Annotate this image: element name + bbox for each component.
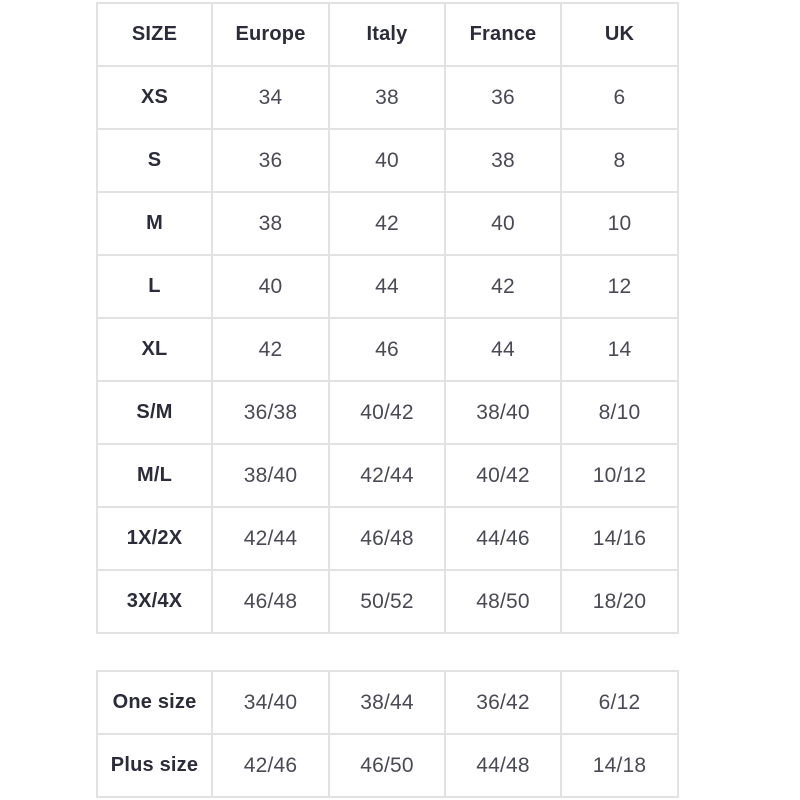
size-value-cell: 42 [211,317,330,382]
size-value-cell: 38 [211,191,330,256]
size-value-cell: 38/40 [444,380,562,445]
size-value-cell: 38 [444,128,562,193]
size-value-cell: 46 [328,317,446,382]
size-conversion-table: SIZE Europe Italy France UK XS 34 38 36 6 S 36 40 38… [96,2,679,634]
table-row: 1X/2X 42/44 46/48 44/46 14/16 [96,506,679,571]
table-row: One size 34/40 38/44 36/42 6/12 [96,670,679,735]
table-row: M/L 38/40 42/44 40/42 10/12 [96,443,679,508]
table-row: XS 34 38 36 6 [96,65,679,130]
size-value-cell: 38 [328,65,446,130]
size-value-cell: 46/50 [328,733,446,798]
size-value-cell: 6 [560,65,679,130]
size-label-cell: M/L [96,443,213,508]
size-value-cell: 42 [328,191,446,256]
size-label-cell: 1X/2X [96,506,213,571]
size-label-cell: Plus size [96,733,213,798]
size-value-cell: 10 [560,191,679,256]
size-label-cell: L [96,254,213,319]
header-cell-size: SIZE [96,2,213,67]
size-value-cell: 36/38 [211,380,330,445]
table-row: 3X/4X 46/48 50/52 48/50 18/20 [96,569,679,634]
size-value-cell: 44 [444,317,562,382]
size-label-cell: 3X/4X [96,569,213,634]
size-value-cell: 36 [211,128,330,193]
size-value-cell: 8/10 [560,380,679,445]
size-value-cell: 18/20 [560,569,679,634]
size-label-cell: One size [96,670,213,735]
size-value-cell: 38/40 [211,443,330,508]
size-value-cell: 46/48 [211,569,330,634]
size-value-cell: 12 [560,254,679,319]
table-row: L 40 44 42 12 [96,254,679,319]
size-value-cell: 34 [211,65,330,130]
header-cell-italy: Italy [328,2,446,67]
size-value-cell: 40 [444,191,562,256]
size-value-cell: 6/12 [560,670,679,735]
size-label-cell: XL [96,317,213,382]
size-value-cell: 40 [211,254,330,319]
size-value-cell: 46/48 [328,506,446,571]
size-label-cell: XS [96,65,213,130]
size-label-cell: M [96,191,213,256]
size-value-cell: 44/48 [444,733,562,798]
header-cell-uk: UK [560,2,679,67]
table-row: Plus size 42/46 46/50 44/48 14/18 [96,733,679,798]
size-value-cell: 14/18 [560,733,679,798]
size-value-cell: 14 [560,317,679,382]
size-value-cell: 42/46 [211,733,330,798]
table-row: XL 42 46 44 14 [96,317,679,382]
header-cell-europe: Europe [211,2,330,67]
size-value-cell: 40/42 [444,443,562,508]
special-size-rows: One size 34/40 38/44 36/42 6/12 Plus size 42/4… [96,670,679,798]
size-value-cell: 44/46 [444,506,562,571]
size-value-cell: 42/44 [328,443,446,508]
size-rows: XS 34 38 36 6 S 36 40 38 8 M 38 42 40 10 L 40 44 42 12 XL 42 4… [96,65,679,634]
header-row: SIZE Europe Italy France UK [96,2,679,67]
special-sizes-table: One size 34/40 38/44 36/42 6/12 Plus size 42/4… [96,670,679,798]
size-value-cell: 8 [560,128,679,193]
size-value-cell: 42 [444,254,562,319]
size-value-cell: 48/50 [444,569,562,634]
size-label-cell: S [96,128,213,193]
size-value-cell: 14/16 [560,506,679,571]
size-value-cell: 40 [328,128,446,193]
size-value-cell: 34/40 [211,670,330,735]
size-value-cell: 38/44 [328,670,446,735]
size-label-cell: S/M [96,380,213,445]
size-value-cell: 36 [444,65,562,130]
size-value-cell: 10/12 [560,443,679,508]
header-cell-france: France [444,2,562,67]
size-value-cell: 42/44 [211,506,330,571]
table-row: M 38 42 40 10 [96,191,679,256]
table-row: S/M 36/38 40/42 38/40 8/10 [96,380,679,445]
size-value-cell: 40/42 [328,380,446,445]
size-value-cell: 44 [328,254,446,319]
table-row: S 36 40 38 8 [96,128,679,193]
size-value-cell: 36/42 [444,670,562,735]
size-value-cell: 50/52 [328,569,446,634]
